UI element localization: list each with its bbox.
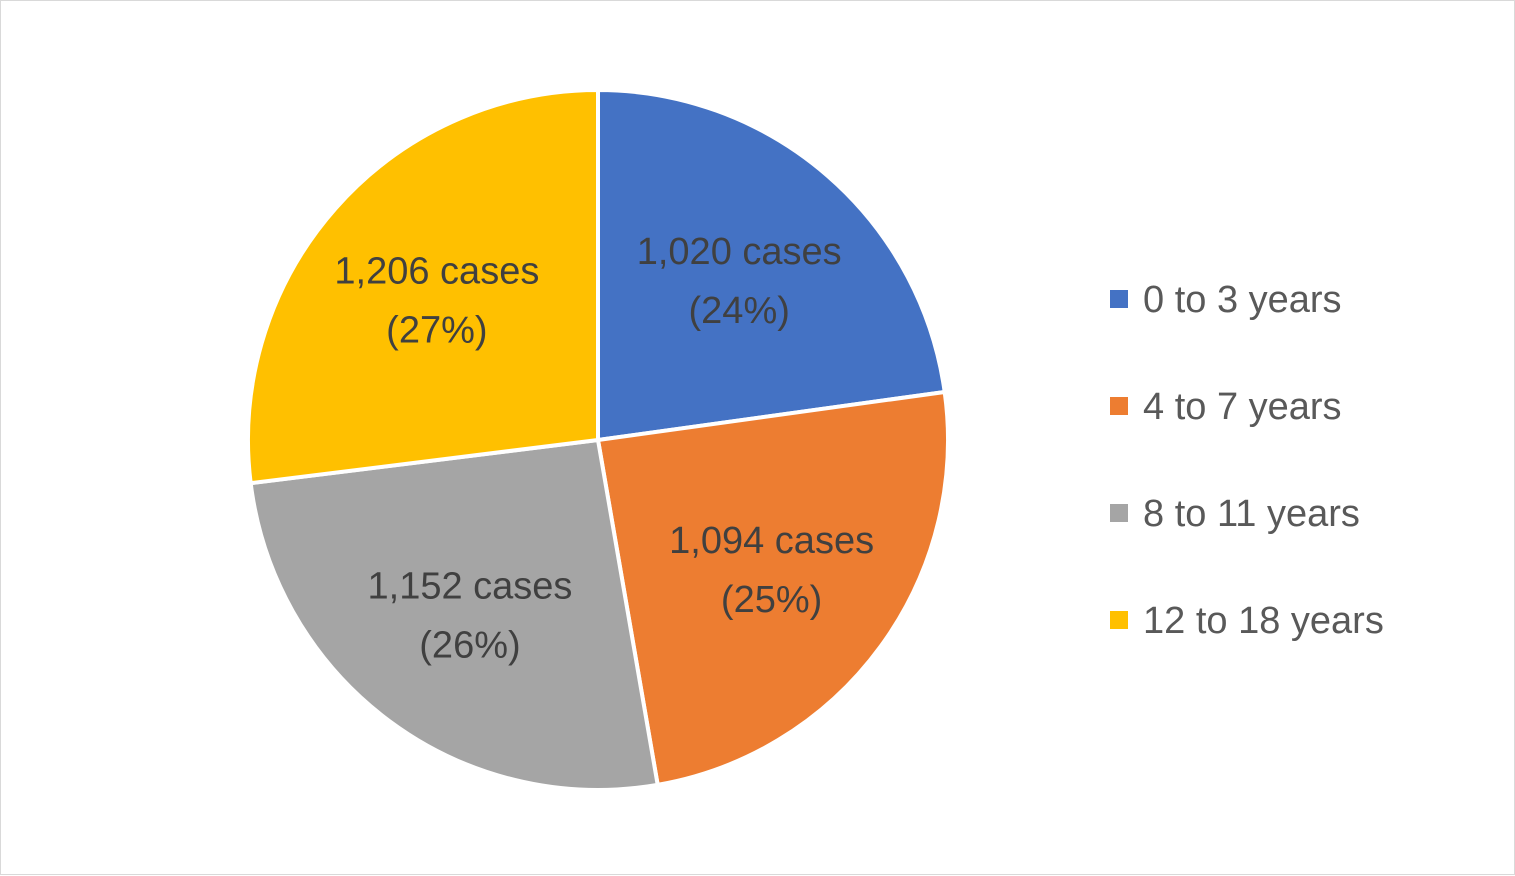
slice-value-label: 1,206 cases: [334, 251, 539, 293]
pie-slice: [246, 88, 600, 486]
slice-percent-label: (25%): [721, 579, 822, 621]
legend-swatch: [1110, 397, 1128, 415]
pie-slices: [246, 88, 950, 792]
pie-slice: [596, 389, 950, 787]
slice-percent-label: (26%): [419, 625, 520, 667]
slice-percent-label: (24%): [689, 290, 790, 332]
legend-label: 12 to 18 years: [1143, 600, 1384, 642]
legend: 0 to 3 years 4 to 7 years 8 to 11 years 12 …: [1110, 279, 1384, 642]
pie-slice: [248, 438, 660, 792]
legend-swatch: [1110, 504, 1128, 522]
slice-labels: 1,020 cases (24%) 1,094 cases (25%) 1,152 ca…: [334, 231, 874, 667]
legend-label: 4 to 7 years: [1143, 386, 1342, 428]
legend-label: 8 to 11 years: [1143, 493, 1360, 535]
slice-value-label: 1,094 cases: [669, 520, 874, 562]
legend-label: 0 to 3 years: [1143, 279, 1342, 321]
legend-swatch: [1110, 290, 1128, 308]
slice-percent-label: (27%): [386, 310, 487, 352]
pie-slice: [596, 88, 947, 442]
legend-swatch: [1110, 611, 1128, 629]
slice-value-label: 1,152 cases: [368, 566, 573, 608]
slice-value-label: 1,020 cases: [637, 231, 842, 273]
